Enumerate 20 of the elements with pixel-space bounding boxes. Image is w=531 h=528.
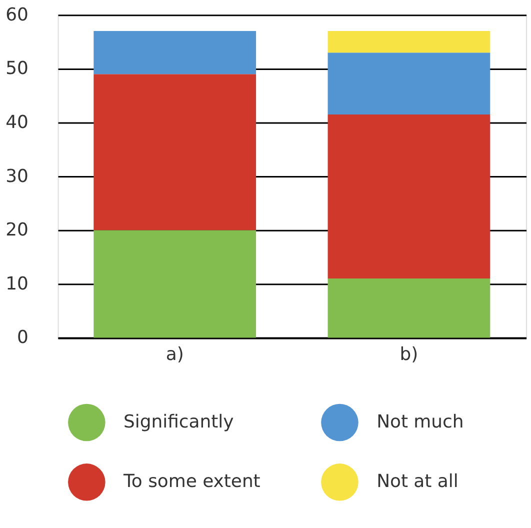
legend-label: To some extent (122, 471, 260, 492)
x-tick-label: b) (400, 344, 418, 366)
bar (94, 230, 256, 338)
y-tick-label: 50 (6, 58, 28, 80)
bar (328, 31, 490, 53)
y-tick-label: 40 (6, 112, 28, 133)
y-tick-label: 30 (6, 166, 28, 187)
x-tick-label: a) (166, 344, 184, 366)
bar (328, 114, 490, 279)
y-tick-label: 20 (6, 220, 28, 241)
bar (94, 31, 256, 74)
y-tick-label: 0 (16, 327, 28, 348)
y-tick-label: 10 (6, 273, 28, 294)
legend-label: Not much (376, 412, 464, 433)
bar (94, 74, 256, 230)
y-tick-label: 60 (6, 4, 28, 26)
legend-label: Not at all (376, 471, 458, 492)
legend-label: Significantly (124, 412, 234, 433)
bar (328, 278, 490, 338)
bar (328, 52, 490, 114)
